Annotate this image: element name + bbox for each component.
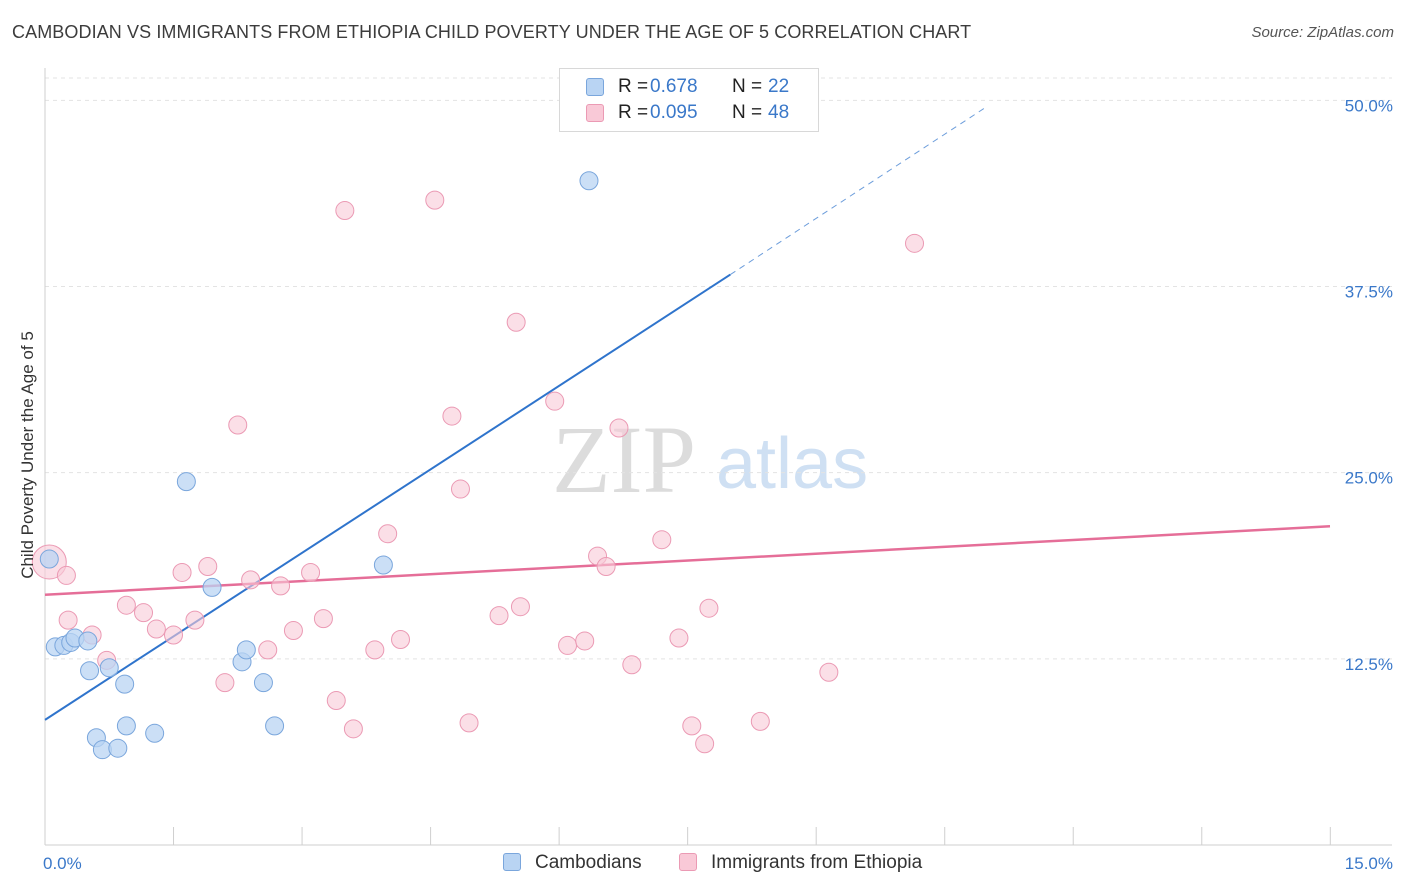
point-ethiopia <box>489 606 509 626</box>
y-tick-label: 12.5% <box>1345 655 1393 674</box>
point-cambodians <box>253 673 273 693</box>
point-ethiopia <box>58 610 78 630</box>
point-ethiopia <box>450 479 470 499</box>
point-ethiopia <box>669 628 689 648</box>
point-ethiopia <box>365 640 385 660</box>
point-ethiopia <box>699 598 719 618</box>
point-ethiopia <box>695 734 715 754</box>
y-tick-label: 37.5% <box>1345 283 1393 302</box>
x-tick-label-max: 15.0% <box>1345 854 1393 873</box>
point-ethiopia <box>378 524 398 544</box>
point-ethiopia <box>228 415 248 435</box>
legend-n-value: 22 <box>768 76 790 97</box>
point-cambodians <box>265 716 285 736</box>
point-ethiopia <box>258 640 278 660</box>
y-axis-label: Child Poverty Under the Age of 5 <box>18 331 37 579</box>
tick-label-layer: 12.5% 25.0% 37.5% 50.0% 0.0% 15.0% <box>43 96 1393 873</box>
point-ethiopia <box>198 556 218 576</box>
point-ethiopia <box>575 631 595 651</box>
legend-r-label: R = <box>618 102 649 123</box>
bottom-legend-label: Cambodians <box>535 852 642 873</box>
point-ethiopia <box>750 711 770 731</box>
legend-r-label: R = <box>618 76 649 97</box>
point-cambodians <box>579 171 599 191</box>
trend-line-cambodians <box>44 273 731 721</box>
watermark-atlas: atlas <box>716 424 868 504</box>
point-ethiopia <box>116 595 136 615</box>
trend-line-cambodians-extension <box>730 105 988 276</box>
x-tick-label-min: 0.0% <box>43 854 82 873</box>
legend-n-value: 48 <box>768 102 790 123</box>
point-cambodians <box>99 658 119 678</box>
point-ethiopia <box>326 691 346 711</box>
source-label: Source: ZipAtlas.com <box>1251 24 1394 41</box>
legend-n-label: N = <box>732 102 763 123</box>
point-ethiopia <box>313 609 333 629</box>
point-ethiopia <box>558 635 578 655</box>
bottom-legend-swatch-blue <box>503 853 521 871</box>
point-ethiopia <box>652 530 672 550</box>
point-ethiopia <box>442 406 462 426</box>
trend-line-ethiopia <box>44 525 1331 597</box>
bottom-legend-swatch-pink <box>679 853 697 871</box>
legend-r-value: 0.095 <box>650 102 698 123</box>
point-ethiopia <box>172 562 192 582</box>
point-ethiopia <box>343 719 363 739</box>
point-layer <box>31 171 925 760</box>
point-ethiopia <box>241 570 261 590</box>
point-ethiopia <box>164 625 183 645</box>
point-cambodians <box>115 674 135 694</box>
point-ethiopia <box>819 662 839 682</box>
axis-layer <box>44 68 1392 846</box>
point-cambodians <box>116 716 136 736</box>
point-ethiopia <box>545 391 565 411</box>
point-ethiopia <box>215 673 235 693</box>
point-ethiopia <box>459 713 479 733</box>
point-ethiopia <box>682 716 702 736</box>
legend-n-label: N = <box>732 76 763 97</box>
y-tick-label: 50.0% <box>1345 96 1393 115</box>
point-ethiopia <box>271 576 291 596</box>
point-ethiopia <box>905 233 925 253</box>
point-cambodians <box>145 723 165 743</box>
point-cambodians <box>80 661 100 681</box>
point-ethiopia <box>134 603 154 623</box>
point-cambodians <box>108 738 128 758</box>
point-ethiopia <box>622 655 642 675</box>
point-cambodians <box>373 555 393 575</box>
point-ethiopia <box>335 201 355 221</box>
legend-r-value: 0.678 <box>650 76 698 97</box>
legend-swatch-blue <box>586 78 604 96</box>
point-ethiopia <box>506 312 526 332</box>
point-cambodians <box>202 577 222 597</box>
point-cambodians <box>39 549 59 569</box>
point-ethiopia <box>185 610 205 630</box>
point-cambodians <box>236 640 256 660</box>
point-ethiopia <box>391 629 411 649</box>
bottom-legend-label: Immigrants from Ethiopia <box>711 852 923 873</box>
legend: R = 0.678 N = 22 R = 0.095 N = 48 <box>559 68 819 132</box>
point-cambodians <box>176 472 196 492</box>
point-ethiopia <box>283 621 303 641</box>
point-ethiopia <box>609 418 629 438</box>
point-ethiopia <box>425 190 445 210</box>
point-ethiopia <box>510 597 530 617</box>
y-tick-label: 25.0% <box>1345 469 1393 488</box>
point-ethiopia <box>596 556 616 576</box>
point-ethiopia <box>56 565 76 585</box>
chart-title: CAMBODIAN VS IMMIGRANTS FROM ETHIOPIA CH… <box>12 22 972 42</box>
point-cambodians <box>78 631 98 651</box>
legend-swatch-pink <box>586 104 604 122</box>
point-ethiopia <box>301 562 321 582</box>
point-ethiopia <box>146 619 166 639</box>
